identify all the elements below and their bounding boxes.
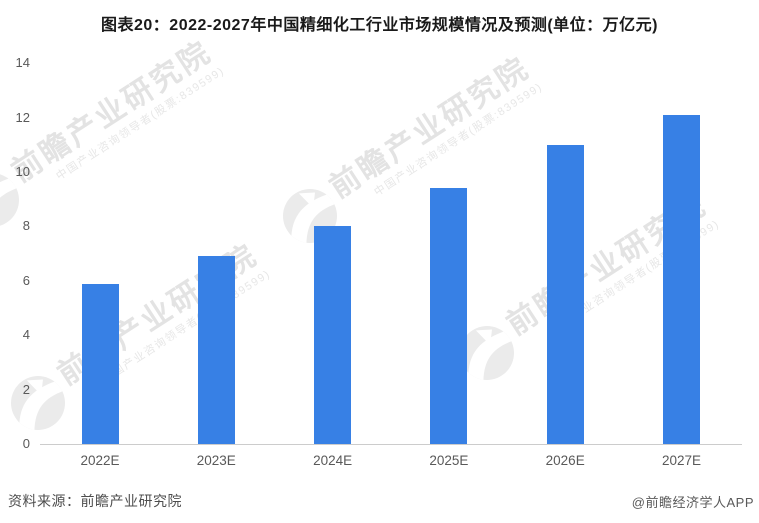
y-axis-tick-10: 10 [15, 164, 30, 179]
app-credit: @前瞻经济学人APP [631, 495, 754, 510]
y-axis-tick-14: 14 [15, 55, 30, 71]
x-axis-label-2023e: 2023E [196, 453, 236, 468]
source-note: 资料来源：前瞻产业研究院 [8, 493, 182, 509]
y-axis-tick-4: 4 [22, 327, 30, 343]
watermark-1: 前瞻产业研究院 中国产业咨询领导者(股票:839599) [0, 33, 229, 237]
x-axis-label-2027e: 2027E [661, 453, 702, 468]
qianzhan-logo-icon [10, 376, 69, 440]
y-axis-tick-8: 8 [22, 218, 30, 234]
watermark-tagline-text: 中国产业咨询领导者(股票:839599) [53, 64, 227, 183]
x-axis-label-2022e: 2022E [80, 453, 120, 468]
bar-2027e [663, 115, 700, 444]
x-axis-label-2024e: 2024E [313, 453, 353, 468]
bar-2025e [430, 188, 468, 444]
x-axis-label-2026e: 2026E [545, 453, 585, 468]
watermark-2: 前瞻产业研究院 中国产业咨询领导者(股票:839599) [273, 49, 547, 253]
bar-2022e [81, 284, 119, 444]
y-axis-tick-6: 6 [22, 272, 30, 288]
watermark-brand-text: 前瞻产业研究院 [323, 50, 536, 205]
chart-title: 图表20：2022-2027年中国精细化工行业市场规模情况及预测(单位：万亿元) [101, 17, 658, 34]
x-axis-line [40, 444, 742, 445]
y-axis-tick-12: 12 [15, 109, 30, 125]
bar-2026e [546, 145, 584, 444]
bar-2023e [197, 256, 235, 444]
y-axis-tick-0: 0 [22, 436, 30, 451]
x-axis-label-2025e: 2025E [429, 453, 469, 468]
watermark-brand-text: 前瞻产业研究院 [5, 34, 218, 189]
bar-2024e [314, 226, 352, 444]
y-axis-tick-2: 2 [22, 381, 30, 397]
